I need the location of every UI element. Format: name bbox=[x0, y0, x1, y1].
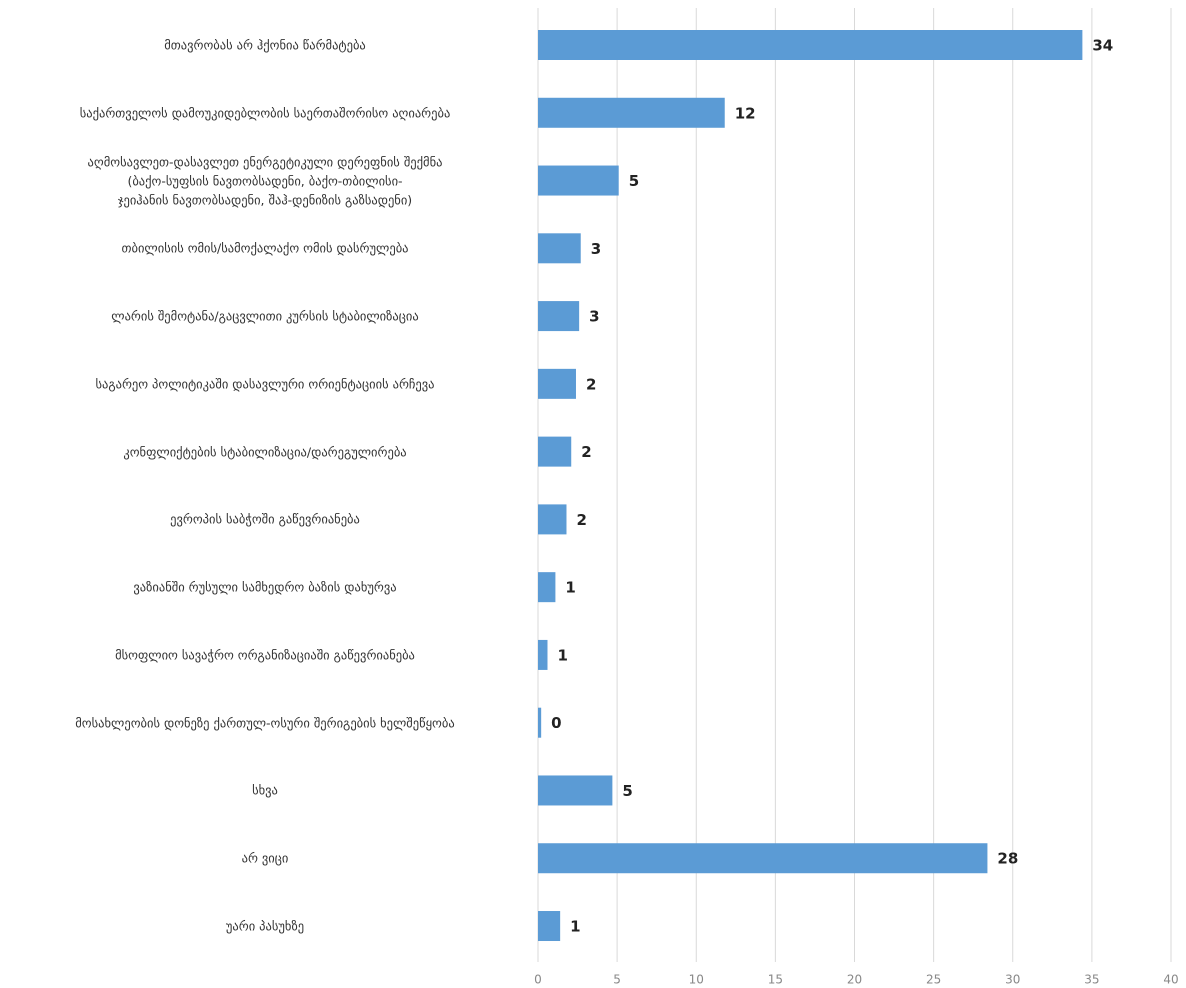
bar bbox=[538, 572, 556, 603]
x-tick-label: 15 bbox=[768, 973, 783, 987]
bar bbox=[538, 436, 572, 467]
bar bbox=[538, 97, 725, 128]
bar bbox=[538, 30, 1083, 60]
bar bbox=[538, 911, 561, 942]
data-label: 2 bbox=[581, 443, 591, 461]
data-label: 2 bbox=[586, 375, 596, 393]
x-tick-label: 10 bbox=[689, 973, 704, 987]
y-tick-label: ლარის შემოტანა/გაცვლითი კურსის სტაბილიზა… bbox=[111, 308, 419, 324]
y-tick-label: მოსახლეობის დონეზე ქართულ-ოსური შერიგები… bbox=[75, 715, 455, 731]
x-tick-label: 0 bbox=[534, 973, 542, 987]
y-tick-label: თბილისის ომის/სამოქალაქო ომის დასრულება bbox=[121, 240, 409, 256]
x-tick-label: 20 bbox=[847, 973, 862, 987]
x-tick-label: 30 bbox=[1005, 973, 1020, 987]
y-tick-label: აღმოსავლეთ-დასავლეთ ენერგეტიკული დერეფნი… bbox=[87, 154, 443, 208]
x-tick-label: 35 bbox=[1084, 973, 1099, 987]
bar bbox=[538, 233, 581, 264]
y-tick-label: უარი პასუხზე bbox=[225, 918, 305, 934]
x-tick-label: 40 bbox=[1163, 973, 1178, 987]
data-label: 5 bbox=[629, 172, 639, 190]
data-label: 1 bbox=[565, 579, 575, 597]
y-tick-label: საგარეო პოლიტიკაში დასავლური ორიენტაციის… bbox=[95, 376, 435, 392]
bar bbox=[538, 707, 542, 738]
y-tick-label: კონფლიქტების სტაბილიზაცია/დარეგულირება bbox=[123, 444, 407, 460]
x-tick-label: 25 bbox=[926, 973, 941, 987]
bar bbox=[538, 301, 580, 332]
data-label: 1 bbox=[570, 918, 580, 936]
data-label: 12 bbox=[735, 104, 756, 122]
y-tick-label: არ ვიცი bbox=[241, 850, 289, 866]
y-tick-label: მთავრობას არ ჰქონია წარმატება bbox=[164, 37, 366, 53]
x-tick-label: 5 bbox=[613, 973, 621, 987]
data-label: 0 bbox=[551, 714, 561, 732]
bar bbox=[538, 368, 576, 399]
data-label: 1 bbox=[557, 646, 567, 664]
data-label: 5 bbox=[622, 782, 632, 800]
y-tick-label: საქართველოს დამოუკიდებლობის საერთაშორისო… bbox=[79, 105, 451, 121]
y-tick-label: ვაზიანში რუსული სამხედრო ბაზის დახურვა bbox=[133, 579, 397, 595]
bar bbox=[538, 639, 548, 670]
data-label: 3 bbox=[589, 308, 599, 326]
bar bbox=[538, 843, 988, 874]
bar bbox=[538, 165, 619, 196]
bar bbox=[538, 504, 567, 535]
bar bbox=[538, 775, 613, 806]
data-label: 2 bbox=[576, 511, 586, 529]
y-tick-label: ევროპის საბჭოში გაწევრიანება bbox=[170, 511, 360, 527]
data-label: 34 bbox=[1092, 37, 1113, 55]
data-label: 3 bbox=[591, 240, 601, 258]
y-tick-label: მსოფლიო სავაჭრო ორგანიზაციაში გაწევრიანე… bbox=[115, 647, 415, 663]
y-tick-label: სხვა bbox=[252, 782, 278, 798]
data-label: 28 bbox=[997, 850, 1018, 868]
